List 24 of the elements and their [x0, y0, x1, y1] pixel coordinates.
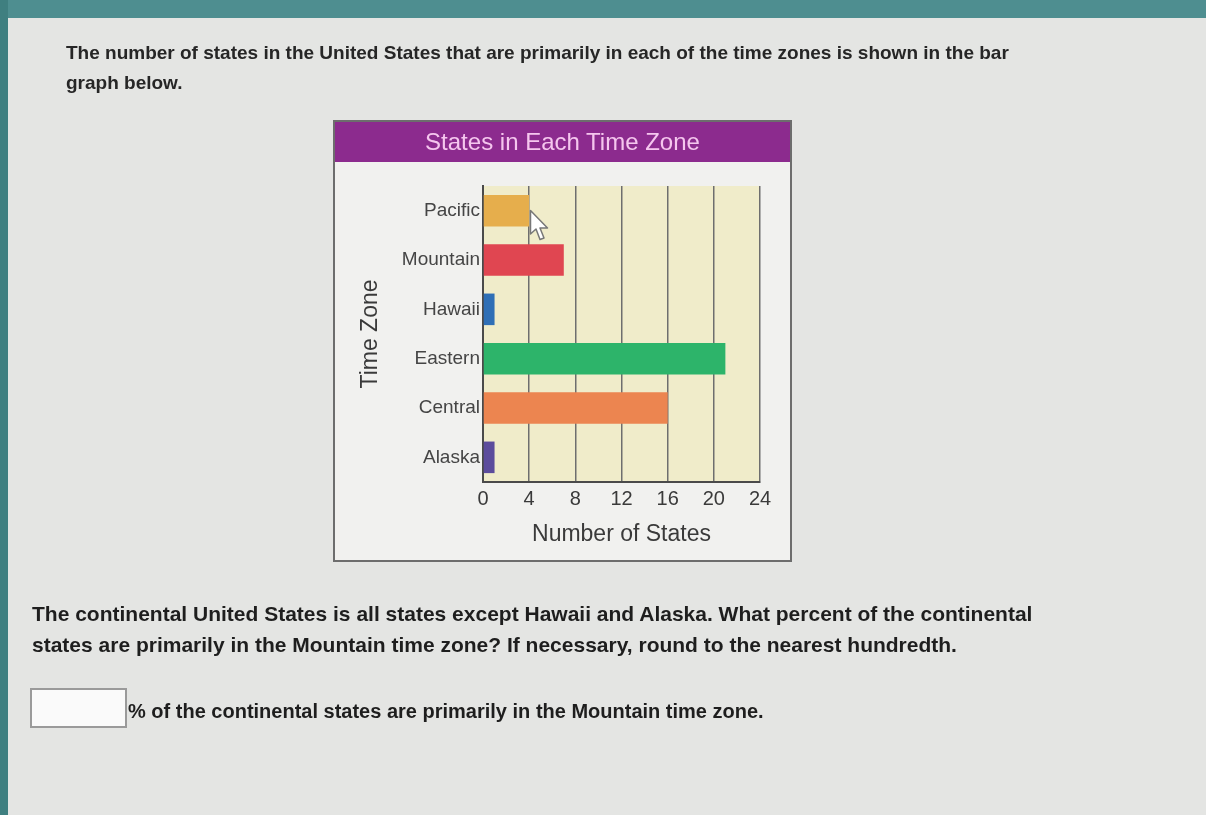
bar [483, 392, 668, 424]
x-tick-label: 4 [523, 486, 535, 509]
x-axis-title: Number of States [532, 519, 711, 546]
bar [483, 293, 495, 326]
y-tick-label: Hawaii [422, 297, 480, 319]
x-tick-label: 0 [477, 486, 489, 509]
y-tick-label: Eastern [414, 346, 480, 368]
y-tick-label: Pacific [424, 198, 480, 220]
x-tick-label: 16 [656, 486, 679, 509]
x-tick-label: 20 [702, 486, 725, 509]
x-tick-label: 12 [610, 486, 633, 509]
x-tick-label: 8 [569, 486, 581, 509]
y-axis-title: Time Zone [356, 279, 383, 389]
bar [483, 342, 726, 375]
x-tick-label: 24 [748, 486, 772, 509]
y-tick-label: Mountain [401, 248, 480, 270]
text: The continental United States is all states except Hawaii and Alaska. What percent of the continental states are primarily in the Mountain time zone? If necessary, round to the nearest hundredth. [32, 601, 1034, 658]
text: The number of states in the United States that are primarily in each of the time zones is shown in the bar graph below. [66, 41, 1010, 95]
y-tick-label: Alaska [422, 445, 481, 467]
chart-title: States in Each Time Zone [335, 122, 790, 162]
bar [483, 244, 564, 276]
bar [483, 441, 495, 474]
text: % of the continental states are primarily in the Mountain time zone. [128, 700, 764, 723]
y-tick-label: Central [418, 396, 480, 418]
